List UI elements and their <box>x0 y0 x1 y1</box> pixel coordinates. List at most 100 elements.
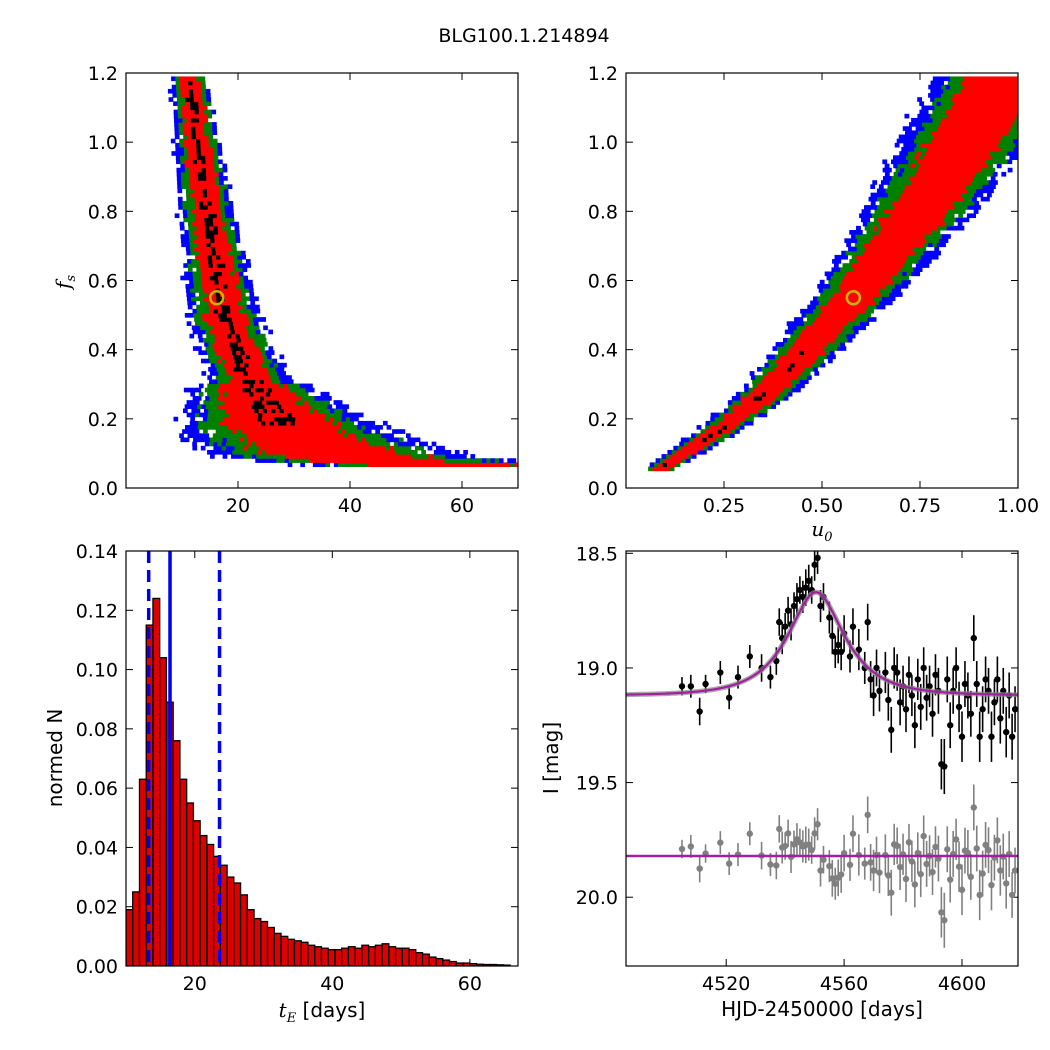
heatmap-cell <box>223 362 228 368</box>
heatmap-cell <box>214 279 220 285</box>
heatmap-cell <box>953 171 959 177</box>
heatmap-cell <box>893 163 899 169</box>
heatmap-cell <box>913 209 919 214</box>
heatmap-cell <box>952 122 958 127</box>
heatmap-cell <box>184 84 190 90</box>
heatmap-cell <box>978 130 984 136</box>
heatmap-cell <box>195 205 200 210</box>
heatmap-cell <box>291 391 296 397</box>
heatmap-cell <box>259 379 265 385</box>
heatmap-cell <box>213 230 219 235</box>
heatmap-cell <box>786 321 792 326</box>
heatmap-cell <box>859 242 864 248</box>
heatmap-cell <box>282 383 288 389</box>
heatmap-cell <box>208 300 214 306</box>
heatmap-cell <box>774 387 780 393</box>
heatmap-cell <box>309 387 315 393</box>
heatmap-cell <box>181 180 186 185</box>
heatmap-cell <box>260 454 266 459</box>
heatmap-cell <box>956 184 962 190</box>
heatmap-cell <box>259 396 265 401</box>
x-tick-label: 20 <box>183 973 207 995</box>
heatmap-cell <box>352 445 357 451</box>
heatmap-cell <box>348 454 354 459</box>
heatmap-cell <box>284 387 290 393</box>
heatmap-cell <box>1040 85 1045 90</box>
heatmap-cell <box>929 225 935 231</box>
heatmap-cell <box>198 242 203 248</box>
heatmap-cell <box>237 321 242 326</box>
heatmap-cell <box>223 283 228 289</box>
heatmap-cell <box>948 130 953 136</box>
heatmap-cell <box>318 445 324 451</box>
heatmap-cell <box>856 308 862 314</box>
heatmap-cell <box>934 217 940 223</box>
heatmap-cell <box>455 462 461 468</box>
heatmap-cell <box>821 308 827 314</box>
heatmap-cell <box>231 317 237 322</box>
heatmap-cell <box>815 346 821 351</box>
heatmap-cell <box>283 408 289 414</box>
heatmap-cell <box>210 242 216 248</box>
heatmap-cell <box>881 254 887 260</box>
heatmap-cell <box>270 375 276 380</box>
heatmap-cell <box>218 234 224 239</box>
heatmap-cell <box>1019 85 1024 90</box>
heatmap-cell <box>997 109 1002 115</box>
residual-point <box>826 862 833 870</box>
heatmap-cell <box>410 458 416 463</box>
heatmap-cell <box>1027 93 1032 98</box>
heatmap-cell <box>975 109 981 115</box>
heatmap-cell <box>947 209 953 214</box>
heatmap-cell <box>191 408 197 414</box>
heatmap-cell <box>482 458 487 463</box>
heatmap-cell <box>242 445 248 451</box>
heatmap-cell <box>191 259 197 264</box>
heatmap-cell <box>194 184 199 190</box>
histogram-bar <box>287 938 296 966</box>
heatmap-cell <box>862 250 868 256</box>
heatmap-cell <box>276 387 281 393</box>
heatmap-cell <box>1005 101 1011 107</box>
heatmap-cell <box>223 416 229 422</box>
heatmap-cell <box>864 254 870 260</box>
heatmap-cell <box>304 400 309 405</box>
heatmap-cell <box>971 84 977 90</box>
heatmap-cell <box>900 184 906 190</box>
heatmap-cell <box>710 412 716 418</box>
heatmap-cell <box>193 176 199 181</box>
heatmap-cell <box>216 259 222 264</box>
heatmap-cell <box>178 200 183 206</box>
residual-point <box>717 839 724 846</box>
data-point <box>947 722 954 729</box>
heatmap-cell <box>996 101 1002 107</box>
heatmap-cell <box>200 308 206 314</box>
heatmap-cell <box>308 400 314 405</box>
data-point <box>734 673 742 681</box>
heatmap-cell <box>909 130 915 136</box>
heatmap-cell <box>299 391 305 397</box>
heatmap-cell <box>943 238 949 243</box>
heatmap-cell <box>273 420 279 426</box>
heatmap-cell <box>931 230 937 235</box>
heatmap-cell <box>247 396 252 401</box>
heatmap-cell <box>489 462 494 468</box>
heatmap-cell <box>829 333 834 339</box>
heatmap-cell <box>881 234 887 239</box>
heatmap-cell <box>824 304 830 310</box>
heatmap-cell <box>189 420 195 426</box>
heatmap-cell <box>363 433 369 439</box>
heatmap-cell <box>339 441 344 447</box>
heatmap-cell <box>913 184 919 190</box>
heatmap-cell <box>211 188 216 194</box>
heatmap-cell <box>887 267 893 273</box>
heatmap-cell <box>789 375 795 380</box>
heatmap-cell <box>947 176 953 181</box>
heatmap-cell <box>731 420 737 426</box>
heatmap-cell <box>845 317 851 322</box>
heatmap-cell <box>867 213 873 219</box>
heatmap-cell <box>1001 117 1007 123</box>
heatmap-cell <box>1003 88 1009 94</box>
heatmap-cell <box>183 134 188 140</box>
heatmap-cell <box>345 420 350 426</box>
